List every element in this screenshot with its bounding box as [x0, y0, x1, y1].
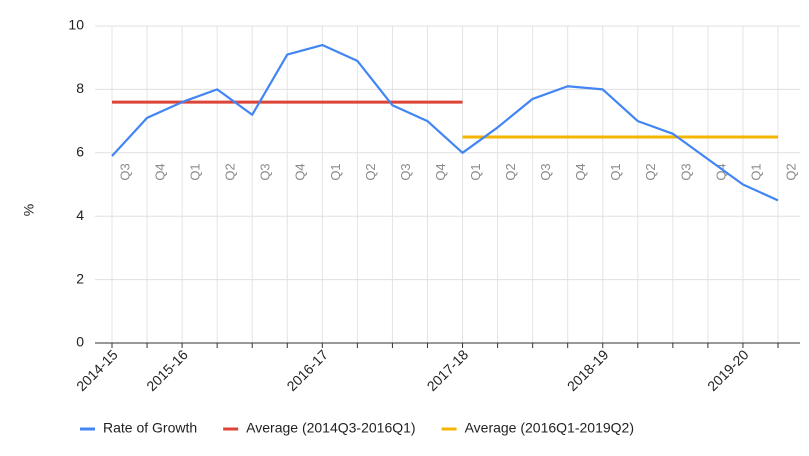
- y-axis-label: %: [21, 204, 37, 216]
- quarter-label: Q1: [748, 163, 763, 180]
- quarter-label: Q4: [152, 163, 167, 180]
- quarter-label: Q3: [538, 163, 553, 180]
- quarter-label: Q1: [608, 163, 623, 180]
- x-tick-label: 2014-15: [73, 346, 121, 394]
- quarter-label: Q2: [783, 163, 798, 180]
- y-tick-label: 10: [68, 17, 84, 33]
- x-tick-label: 2019-20: [704, 346, 752, 394]
- quarter-label: Q2: [363, 163, 378, 180]
- quarter-label: Q2: [223, 163, 238, 180]
- y-tick-label: 0: [76, 334, 84, 350]
- quarter-label: Q2: [503, 163, 518, 180]
- quarter-label: Q1: [188, 163, 203, 180]
- x-tick-label: 2017-18: [424, 346, 472, 394]
- quarter-label: Q4: [713, 163, 728, 180]
- line-series: [111, 43, 779, 202]
- quarter-label: Q4: [573, 163, 588, 180]
- quarter-label: Q4: [433, 163, 448, 180]
- legend-label: Average (2014Q3-2016Q1): [246, 420, 415, 436]
- quarter-label: Q3: [117, 163, 132, 180]
- quarter-label: Q1: [328, 163, 343, 180]
- quarter-label: Q1: [468, 163, 483, 180]
- quarter-label: Q3: [258, 163, 273, 180]
- y-tick-label: 2: [76, 270, 84, 286]
- x-tick-label: 2018-19: [564, 346, 612, 394]
- legend-label: Average (2016Q1-2019Q2): [465, 420, 634, 436]
- y-tick-label: 4: [76, 207, 84, 223]
- x-tick-label: 2015-16: [143, 346, 191, 394]
- quarter-label: Q3: [398, 163, 413, 180]
- legend-label: Rate of Growth: [103, 420, 197, 436]
- y-tick-label: 8: [76, 80, 84, 96]
- quarter-label: Q4: [293, 163, 308, 180]
- y-tick-label: 6: [76, 144, 84, 160]
- x-tick-label: 2016-17: [283, 346, 331, 394]
- quarter-label: Q2: [643, 163, 658, 180]
- quarter-label: Q3: [678, 163, 693, 180]
